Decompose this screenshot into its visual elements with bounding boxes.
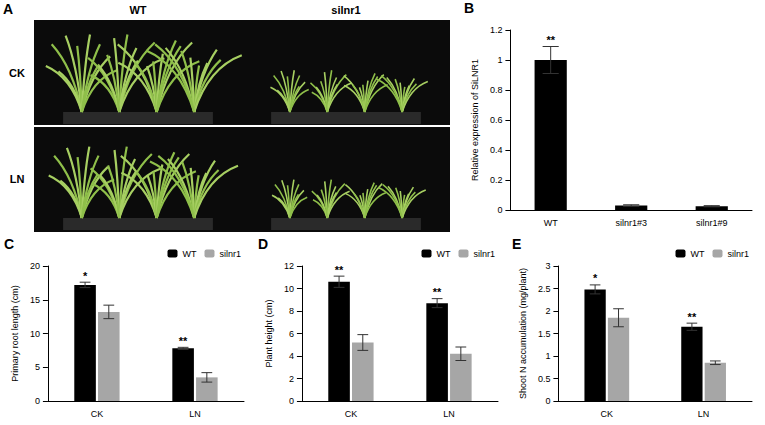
svg-text:LN: LN bbox=[698, 409, 710, 419]
svg-text:0.5: 0.5 bbox=[538, 374, 551, 384]
svg-text:10: 10 bbox=[30, 329, 40, 339]
html-text:D: D bbox=[258, 236, 269, 252]
html-text:B: B bbox=[464, 0, 475, 16]
svg-text:5: 5 bbox=[35, 362, 40, 372]
svg-text:**: ** bbox=[433, 286, 442, 298]
svg-text:*: * bbox=[83, 270, 88, 282]
svg-text:1.5: 1.5 bbox=[538, 329, 551, 339]
svg-text:2.5: 2.5 bbox=[538, 284, 551, 294]
svg-text:15: 15 bbox=[30, 295, 40, 305]
svg-text:Shoot N accumulation (mg/plant: Shoot N accumulation (mg/plant) bbox=[518, 268, 528, 399]
svg-text:silnr1: silnr1 bbox=[727, 249, 749, 259]
svg-text:WT: WT bbox=[691, 249, 705, 259]
html-text:A: A bbox=[3, 1, 14, 17]
svg-text:20: 20 bbox=[30, 261, 40, 271]
svg-text:0: 0 bbox=[289, 396, 294, 406]
svg-text:*: * bbox=[593, 272, 598, 284]
svg-text:CK: CK bbox=[9, 67, 25, 79]
svg-text:silnr1: silnr1 bbox=[473, 249, 495, 259]
svg-text:**: ** bbox=[688, 311, 697, 323]
svg-text:LN: LN bbox=[189, 409, 201, 419]
svg-text:6: 6 bbox=[289, 329, 294, 339]
svg-text:silnr1: silnr1 bbox=[331, 4, 360, 16]
svg-text:CK: CK bbox=[91, 409, 104, 419]
html-text:E: E bbox=[512, 236, 522, 252]
svg-text:Relative expression of SiLNR1: Relative expression of SiLNR1 bbox=[470, 59, 480, 181]
svg-text:silnr1: silnr1 bbox=[219, 249, 241, 259]
svg-text:WT: WT bbox=[437, 249, 451, 259]
svg-text:**: ** bbox=[335, 264, 344, 276]
svg-text:0.8: 0.8 bbox=[490, 85, 503, 95]
html-text:C: C bbox=[4, 236, 15, 252]
svg-text:1: 1 bbox=[497, 55, 502, 65]
svg-text:10: 10 bbox=[284, 284, 294, 294]
svg-text:3: 3 bbox=[545, 261, 550, 271]
svg-text:CK: CK bbox=[601, 409, 614, 419]
svg-text:LN: LN bbox=[443, 409, 455, 419]
svg-text:1.2: 1.2 bbox=[490, 25, 503, 35]
svg-text:WT: WT bbox=[129, 4, 146, 16]
svg-text:2: 2 bbox=[545, 306, 550, 316]
svg-text:silnr1#9: silnr1#9 bbox=[696, 218, 728, 228]
svg-text:1: 1 bbox=[545, 351, 550, 361]
svg-text:0: 0 bbox=[497, 205, 502, 215]
svg-text:WT: WT bbox=[544, 218, 558, 228]
svg-text:Plant height (cm): Plant height (cm) bbox=[264, 299, 274, 367]
svg-text:CK: CK bbox=[345, 409, 358, 419]
svg-text:silnr1#3: silnr1#3 bbox=[615, 218, 647, 228]
svg-text:8: 8 bbox=[289, 306, 294, 316]
svg-text:0.6: 0.6 bbox=[490, 115, 503, 125]
svg-text:0.2: 0.2 bbox=[490, 175, 503, 185]
svg-text:Primary root length (cm): Primary root length (cm) bbox=[10, 285, 20, 382]
svg-text:2: 2 bbox=[289, 374, 294, 384]
svg-text:12: 12 bbox=[284, 261, 294, 271]
svg-text:0.4: 0.4 bbox=[490, 145, 503, 155]
svg-text:**: ** bbox=[546, 34, 555, 46]
svg-text:LN: LN bbox=[10, 173, 25, 185]
svg-text:0: 0 bbox=[35, 396, 40, 406]
svg-text:4: 4 bbox=[289, 351, 294, 361]
svg-text:**: ** bbox=[179, 335, 188, 347]
svg-text:0: 0 bbox=[545, 396, 550, 406]
svg-text:WT: WT bbox=[183, 249, 197, 259]
